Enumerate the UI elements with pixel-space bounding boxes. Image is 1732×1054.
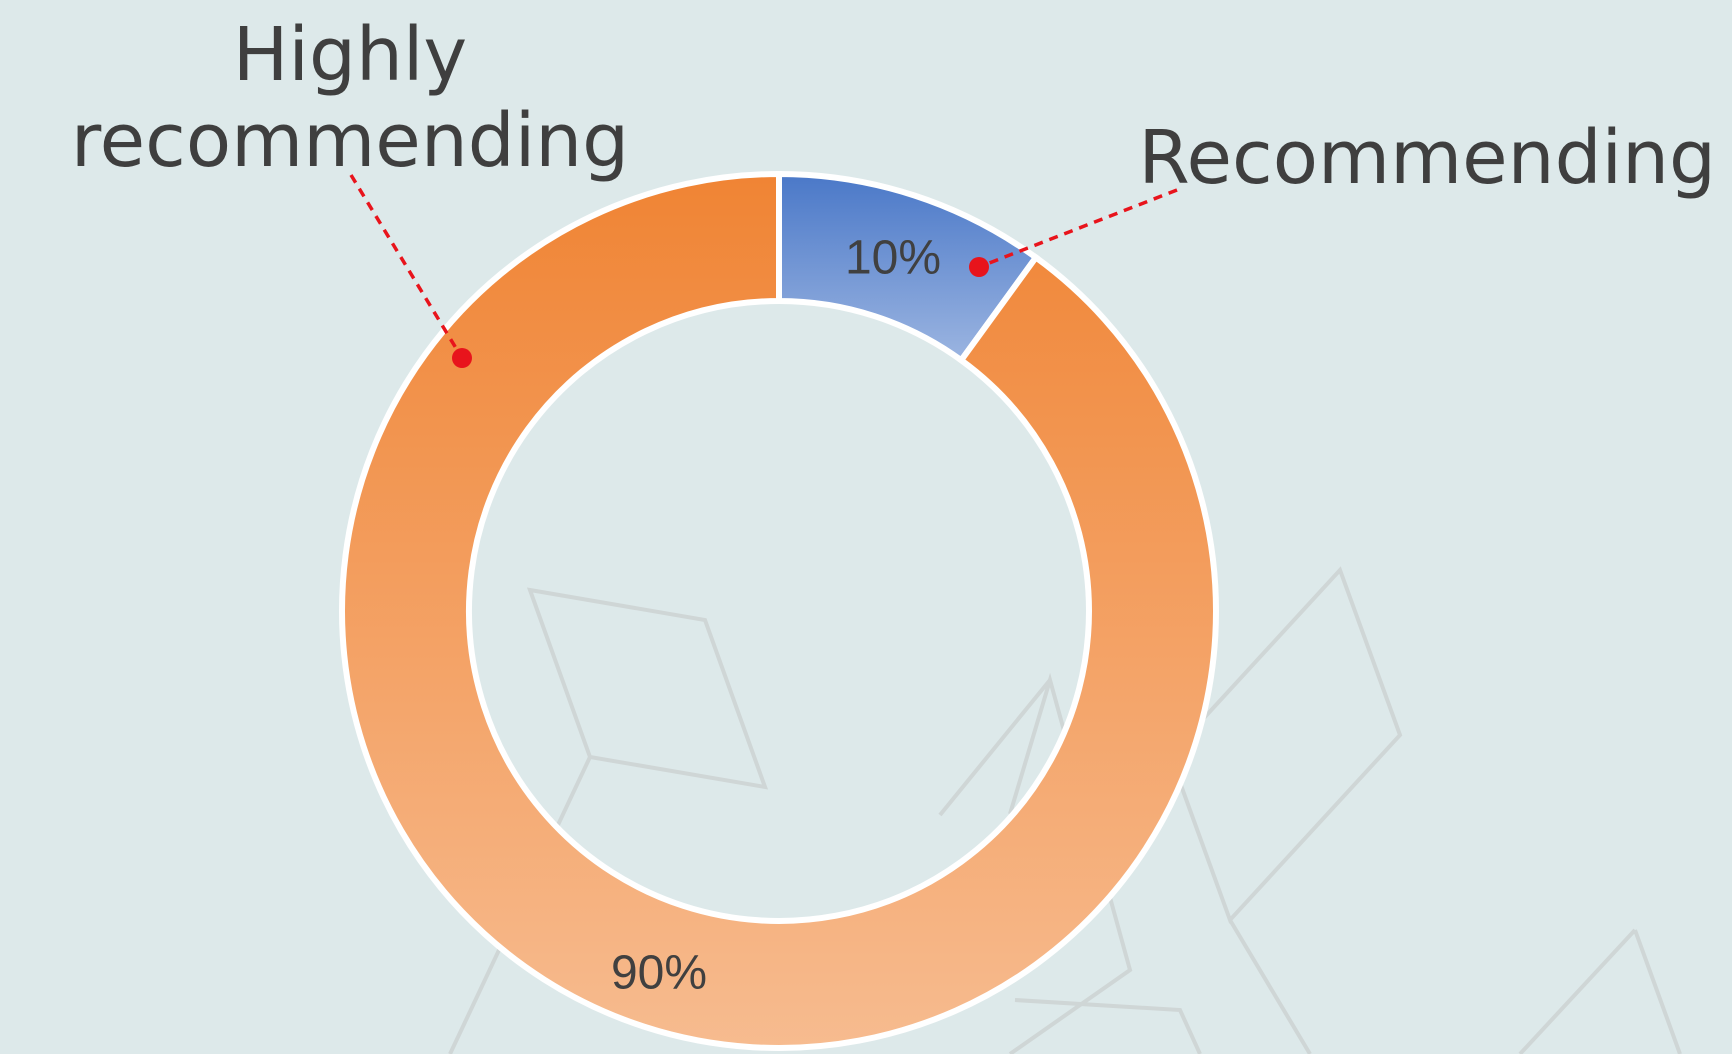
category-label: Highly recommending	[70, 12, 630, 184]
leader-dot	[969, 257, 989, 277]
value-label: 90%	[611, 947, 707, 1000]
leader-dot	[452, 348, 472, 368]
leader-line	[978, 188, 1178, 269]
category-label: Recommending	[1138, 115, 1716, 201]
leader-lines	[349, 174, 1178, 359]
donut	[339, 170, 1219, 1051]
leader-line	[349, 174, 464, 359]
value-label: 10%	[845, 232, 941, 285]
donut-slice	[339, 170, 1219, 1051]
background-decoration	[448, 566, 1682, 1054]
